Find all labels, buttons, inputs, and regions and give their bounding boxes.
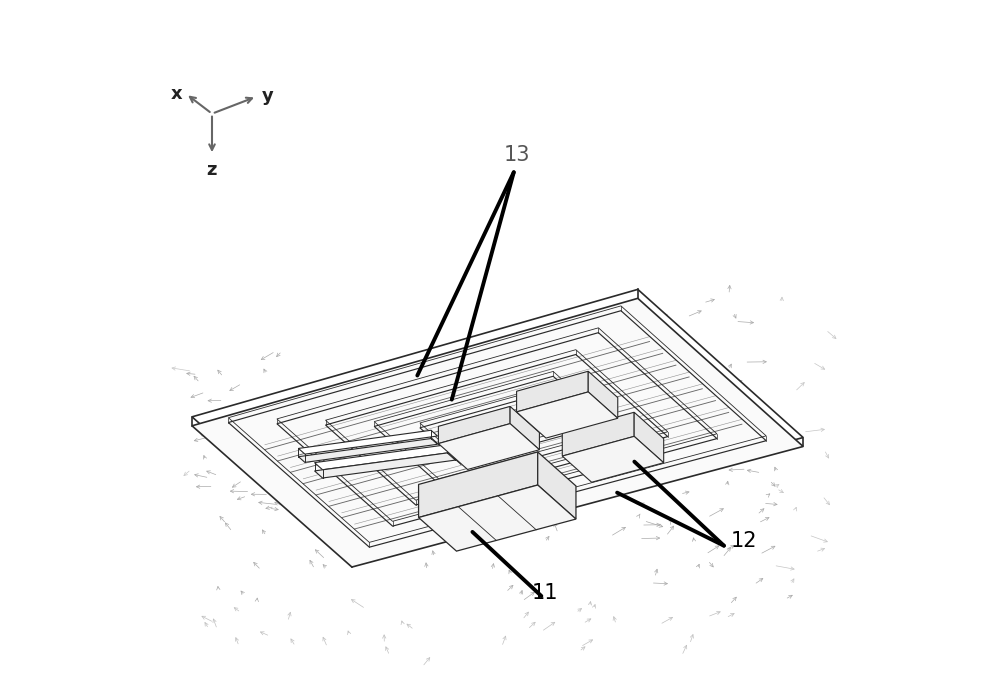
Polygon shape <box>438 407 510 444</box>
Polygon shape <box>517 392 618 438</box>
Polygon shape <box>538 452 576 519</box>
Polygon shape <box>419 452 538 517</box>
Text: 13: 13 <box>504 145 530 165</box>
Polygon shape <box>315 444 455 470</box>
Polygon shape <box>298 438 438 462</box>
Polygon shape <box>510 407 539 450</box>
Text: z: z <box>207 161 217 178</box>
Polygon shape <box>634 412 664 463</box>
Text: 12: 12 <box>731 531 757 551</box>
Text: y: y <box>262 88 274 105</box>
Polygon shape <box>192 298 803 567</box>
Polygon shape <box>298 430 438 454</box>
Polygon shape <box>562 436 664 482</box>
Text: x: x <box>171 85 182 103</box>
Polygon shape <box>192 289 803 558</box>
Polygon shape <box>517 371 588 412</box>
Polygon shape <box>315 453 455 478</box>
Polygon shape <box>588 371 618 418</box>
Polygon shape <box>438 424 539 469</box>
Polygon shape <box>419 485 576 551</box>
Text: 11: 11 <box>532 583 558 603</box>
Polygon shape <box>562 412 634 456</box>
